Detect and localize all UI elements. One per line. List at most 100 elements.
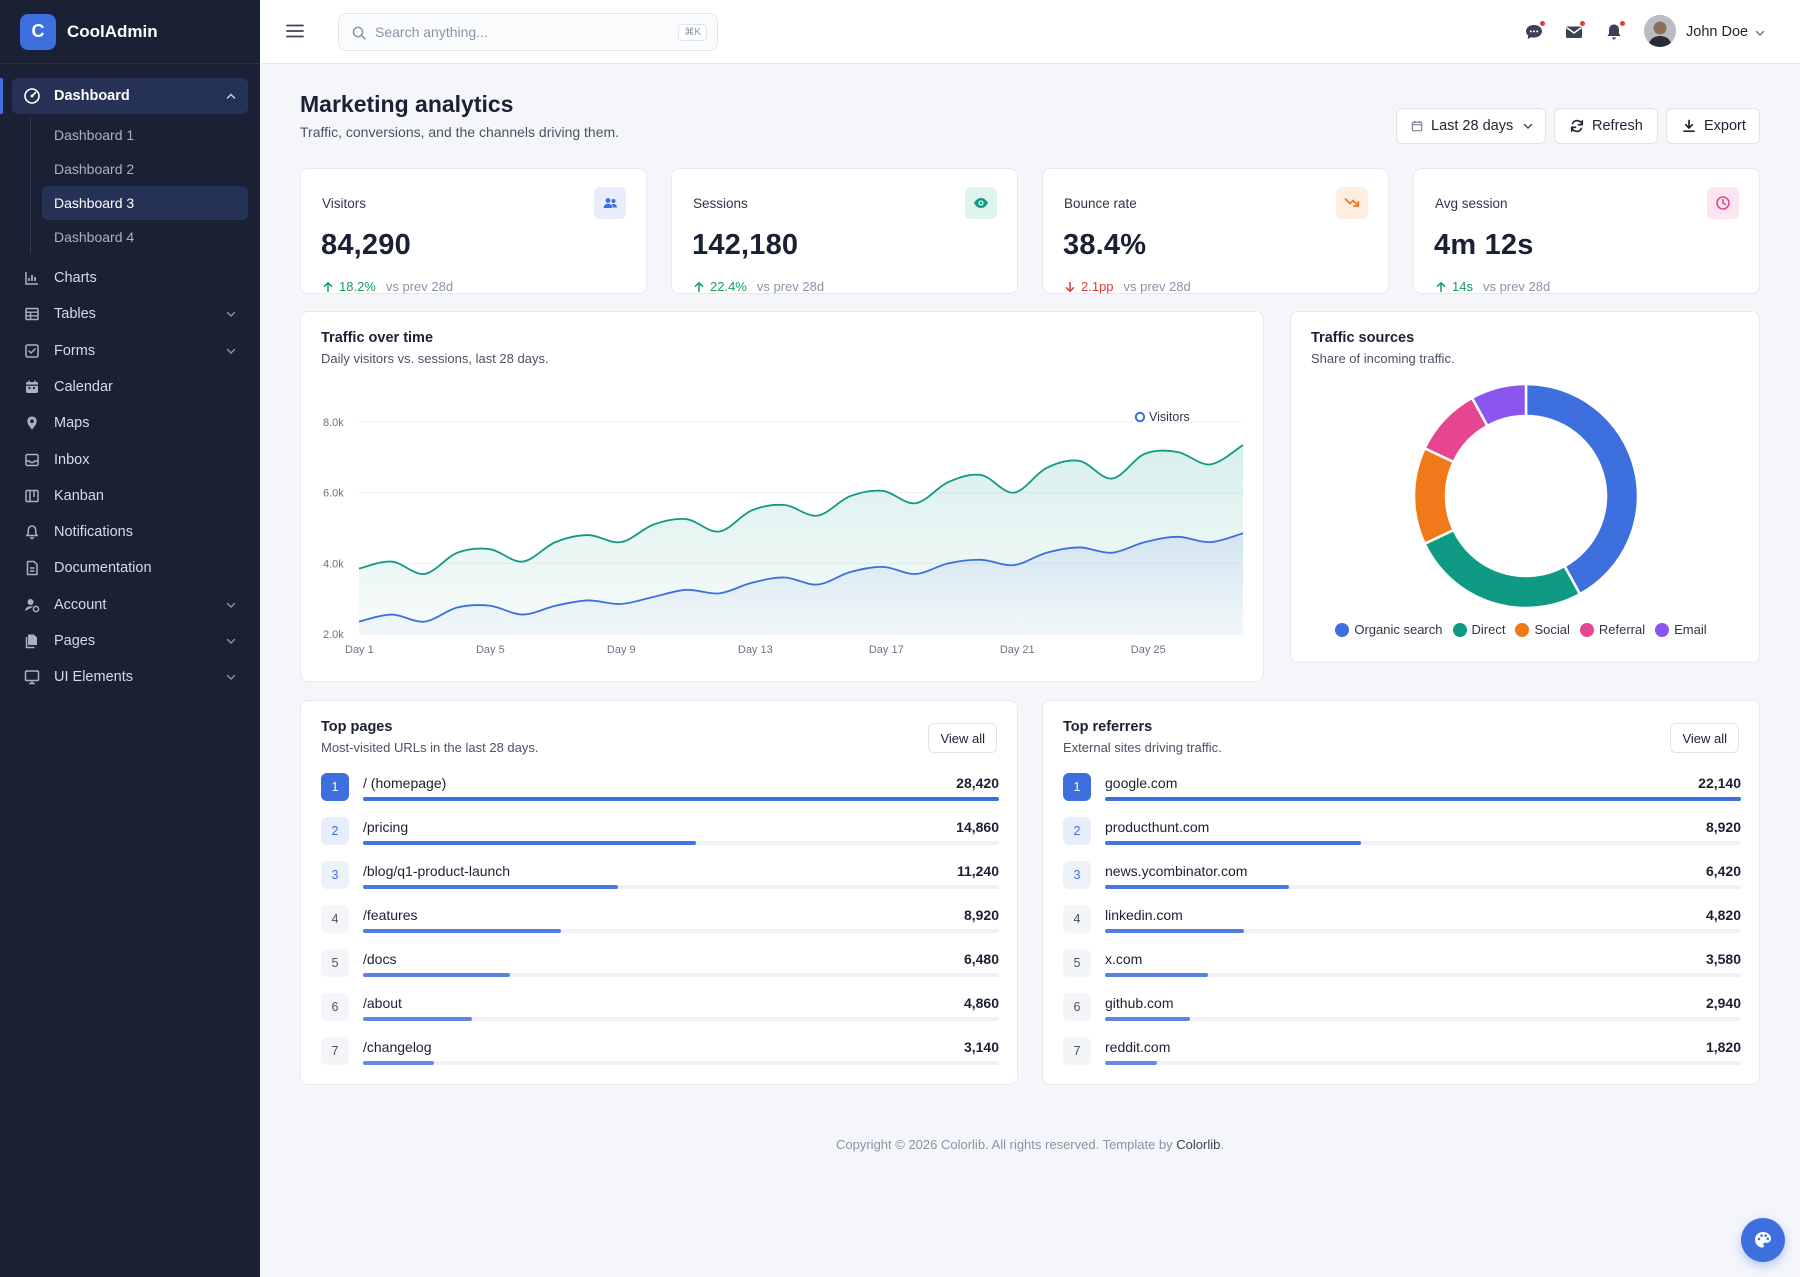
list-item[interactable]: 1 / (homepage) 28,420 xyxy=(321,773,999,811)
chevron-down-icon xyxy=(1524,123,1533,129)
brand[interactable]: C CoolAdmin xyxy=(0,0,260,64)
legend-label: Referral xyxy=(1598,622,1646,637)
legend-item[interactable]: Direct xyxy=(1452,622,1506,637)
messages-button[interactable] xyxy=(1524,20,1546,42)
sidebar-item-notifications[interactable]: Notifications xyxy=(12,514,248,550)
sidebar-item-tables[interactable]: Tables xyxy=(12,296,248,332)
menu-toggle-icon[interactable] xyxy=(286,22,304,40)
donut-slice-organic-search[interactable] xyxy=(1524,382,1640,596)
legend-item[interactable]: Social xyxy=(1515,622,1570,637)
avatar[interactable] xyxy=(1644,15,1676,47)
card-title: Traffic sources xyxy=(1311,330,1415,346)
refresh-button[interactable]: Refresh xyxy=(1554,108,1658,144)
rank-bar-track xyxy=(1105,841,1741,845)
sidebar-item-label: Maps xyxy=(54,415,90,432)
sidebar-item-calendar[interactable]: Calendar xyxy=(12,369,248,405)
list-item[interactable]: 5/docs 6,480 xyxy=(321,949,999,987)
download-icon xyxy=(1683,119,1695,133)
search-box: ⌘K xyxy=(338,13,718,51)
list-item[interactable]: 6/about 4,860 xyxy=(321,993,999,1031)
sidebar-subitem-dashboard-2[interactable]: Dashboard 2 xyxy=(54,161,135,177)
card-subtitle: Daily visitors vs. sessions, last 28 day… xyxy=(321,351,549,366)
list-item[interactable]: 2/pricing 14,860 xyxy=(321,817,999,855)
sidebar-item-kanban[interactable]: Kanban xyxy=(12,478,248,514)
rank-bar-fill xyxy=(363,885,619,889)
list-item[interactable]: 6 github.com 2,940 xyxy=(1063,993,1741,1031)
legend-label[interactable]: Visitors xyxy=(1149,410,1190,424)
rank-bar-track xyxy=(363,1017,999,1021)
sidebar-item-label: UI Elements xyxy=(54,669,133,686)
list-item[interactable]: 3/blog/q1-product-launch 11,240 xyxy=(321,861,999,899)
rank-bar-track xyxy=(363,1061,999,1065)
sidebar-subitem-dashboard-3[interactable]: Dashboard 3 xyxy=(42,186,248,220)
sidebar-item-label: Calendar xyxy=(54,378,113,395)
chevron-down-icon xyxy=(226,312,236,318)
sidebar: C CoolAdmin Dashboard Dashboard 1 Dashboa… xyxy=(0,0,260,1277)
legend-item[interactable]: Referral xyxy=(1579,622,1646,637)
legend-dot xyxy=(1452,622,1467,637)
list-item[interactable]: 1 google.com 22,140 xyxy=(1063,773,1741,811)
donut-slice-social[interactable] xyxy=(1412,446,1456,546)
x-tick-label: Day 1 xyxy=(345,644,374,656)
card-subtitle: Most-visited URLs in the last 28 days. xyxy=(321,740,539,755)
rank-value: 6,420 xyxy=(1705,863,1741,879)
rank-bar-fill xyxy=(1105,1061,1158,1065)
sidebar-item-documentation[interactable]: Documentation xyxy=(12,550,248,586)
list-item[interactable]: 2 producthunt.com 8,920 xyxy=(1063,817,1741,855)
x-tick-label: Day 5 xyxy=(476,644,505,656)
search-shortcut: ⌘K xyxy=(678,24,707,41)
view-all-referrers-button[interactable]: View all xyxy=(1670,723,1739,753)
rank-bar-fill xyxy=(1105,841,1362,845)
sidebar-item-forms[interactable]: Forms xyxy=(12,333,248,369)
sidebar-item-account[interactable]: Account xyxy=(12,587,248,623)
sidebar-item-pages[interactable]: Pages xyxy=(12,623,248,659)
list-item[interactable]: 7/changelog 3,140 xyxy=(321,1037,999,1075)
list-item[interactable]: 4 linkedin.com 4,820 xyxy=(1063,905,1741,943)
export-button[interactable]: Export xyxy=(1666,108,1760,144)
refresh-icon xyxy=(1570,119,1584,133)
sidebar-item-charts[interactable]: Charts xyxy=(12,260,248,296)
kpi-delta: 2.1pp vs prev 28d xyxy=(1064,279,1191,294)
legend-label: Direct xyxy=(1471,622,1506,637)
theme-settings-button[interactable] xyxy=(1741,1218,1785,1262)
kanban-icon xyxy=(24,488,40,504)
legend-item[interactable]: Email xyxy=(1655,622,1707,637)
list-item[interactable]: 5 x.com 3,580 xyxy=(1063,949,1741,987)
rank-badge: 7 xyxy=(321,1037,349,1065)
footer-link[interactable]: Colorlib xyxy=(1176,1137,1221,1152)
sidebar-item-label: Account xyxy=(54,596,107,613)
table-icon xyxy=(24,306,40,322)
legend-item[interactable]: Organic search xyxy=(1335,622,1443,637)
sidebar-subitem-dashboard-4[interactable]: Dashboard 4 xyxy=(54,229,135,245)
donut-slice-direct[interactable] xyxy=(1422,528,1582,610)
search-input[interactable] xyxy=(375,24,665,40)
donut-slice-email[interactable] xyxy=(1470,382,1528,428)
list-item[interactable]: 4/features 8,920 xyxy=(321,905,999,943)
sidebar-item-dashboard[interactable]: Dashboard xyxy=(0,78,248,114)
rank-value: 6,480 xyxy=(963,951,999,967)
x-tick-label: Day 13 xyxy=(738,644,773,656)
rank-badge: 3 xyxy=(1063,861,1091,889)
arrow-up-icon xyxy=(694,281,704,292)
eye-icon xyxy=(965,187,997,219)
list-item[interactable]: 7 reddit.com 1,820 xyxy=(1063,1037,1741,1075)
view-all-pages-button[interactable]: View all xyxy=(928,723,997,753)
sidebar-item-maps[interactable]: Maps xyxy=(12,405,248,441)
notifications-button[interactable] xyxy=(1604,20,1626,42)
legend-dot xyxy=(1335,622,1350,637)
sidebar-item-inbox[interactable]: Inbox xyxy=(12,441,248,477)
list-item[interactable]: 3 news.ycombinator.com 6,420 xyxy=(1063,861,1741,899)
sidebar-subitem-dashboard-1[interactable]: Dashboard 1 xyxy=(54,127,135,143)
chevron-down-icon[interactable] xyxy=(1754,27,1766,39)
kpi-compare: vs prev 28d xyxy=(1482,279,1551,294)
rank-bar-fill xyxy=(363,797,999,801)
date-range-select[interactable]: Last 28 days xyxy=(1396,108,1546,144)
rank-badge: 1 xyxy=(321,773,349,801)
bell-icon xyxy=(1607,24,1621,40)
rank-bar-track xyxy=(363,885,999,889)
rank-value: 3,580 xyxy=(1705,951,1741,967)
y-tick-label: 2.0k xyxy=(323,629,344,641)
user-name[interactable]: John Doe xyxy=(1686,24,1749,40)
sidebar-item-ui-elements[interactable]: UI Elements xyxy=(12,659,248,695)
mail-button[interactable] xyxy=(1564,20,1586,42)
